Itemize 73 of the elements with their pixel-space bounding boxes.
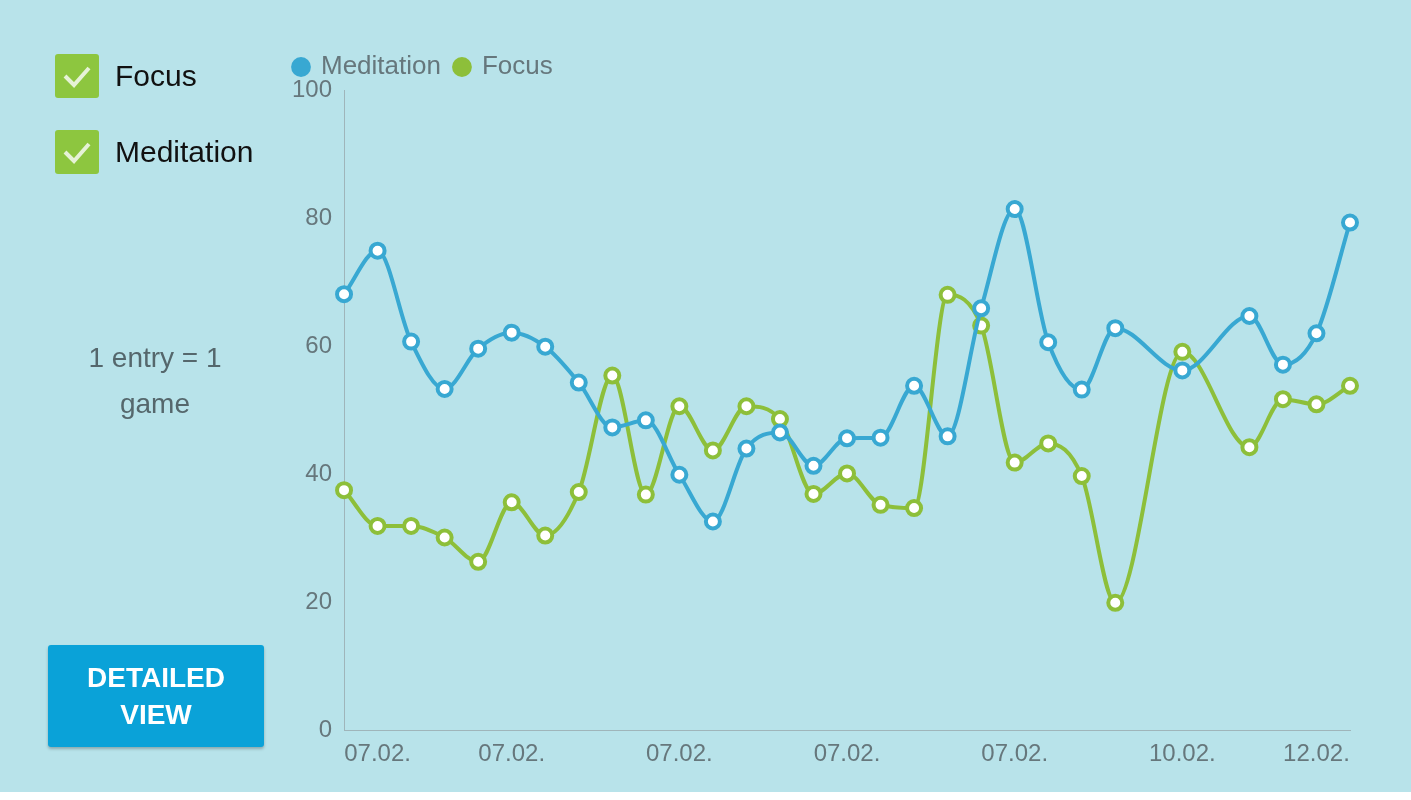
x-tick-label: 12.02. [1283, 739, 1350, 767]
x-tick-label: 07.02. [478, 739, 546, 767]
point [1106, 593, 1125, 612]
point [1173, 361, 1192, 380]
text: Meditation [115, 135, 254, 168]
point [335, 285, 354, 304]
x-tick-label: 07.02. [344, 739, 411, 767]
point [737, 439, 756, 458]
text: DETAILED VIEW [86, 661, 226, 732]
point [1072, 380, 1091, 399]
point [402, 516, 421, 535]
point [1039, 434, 1058, 453]
y-tick-label: 40 [305, 458, 333, 486]
point [703, 441, 722, 460]
point [335, 481, 354, 500]
legend-label: Focus [481, 50, 553, 81]
point [737, 397, 756, 416]
point [972, 299, 991, 318]
point [938, 427, 957, 446]
y-tick-label: 20 [305, 586, 333, 614]
point [1307, 395, 1326, 414]
point [1341, 376, 1359, 395]
y-tick-label: 0 [318, 714, 333, 742]
x-tick-label: 07.02. [813, 739, 881, 767]
y-tick-label: 80 [305, 202, 333, 230]
point [603, 418, 622, 437]
point [1240, 306, 1259, 325]
point [838, 429, 857, 448]
point [1273, 390, 1292, 409]
point [905, 499, 924, 518]
point [502, 323, 521, 342]
point [670, 397, 689, 416]
x-tick-label: 10.02. [1148, 739, 1216, 767]
point [938, 285, 957, 304]
point [703, 512, 722, 531]
point [804, 484, 823, 503]
point [603, 366, 622, 385]
x-tick-label: 07.02. [645, 739, 713, 767]
point [1072, 467, 1091, 486]
point [1005, 200, 1024, 219]
point [402, 332, 421, 351]
point [1273, 355, 1292, 374]
point [871, 495, 890, 514]
point [536, 337, 555, 356]
point [670, 465, 689, 484]
point [368, 516, 387, 535]
point [1106, 319, 1125, 338]
point [1240, 438, 1259, 457]
point [536, 526, 555, 545]
point [770, 423, 789, 442]
x-tick-label: 07.02. [981, 739, 1049, 767]
point [569, 373, 588, 392]
point [1005, 453, 1024, 472]
point [1039, 333, 1058, 352]
point [469, 339, 488, 358]
point [636, 485, 655, 504]
text: Focus [115, 59, 197, 92]
point [804, 456, 823, 475]
point [435, 528, 454, 547]
point [1341, 213, 1359, 232]
point [368, 241, 387, 260]
point [435, 379, 454, 398]
point [502, 493, 521, 512]
point [1173, 342, 1192, 361]
y-tick-label: 60 [305, 330, 333, 358]
point [838, 464, 857, 483]
point [905, 376, 924, 395]
point [569, 483, 588, 502]
point [1307, 324, 1326, 343]
point [469, 552, 488, 571]
point [636, 411, 655, 430]
text: 1 entry = 1 game [87, 341, 223, 421]
point [871, 428, 890, 447]
